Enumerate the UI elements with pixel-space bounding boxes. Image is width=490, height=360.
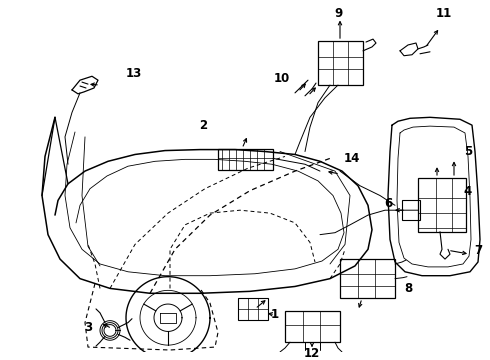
Text: 4: 4: [464, 185, 472, 198]
Text: 3: 3: [84, 321, 92, 334]
Text: 7: 7: [474, 244, 482, 257]
Text: 9: 9: [334, 7, 342, 20]
Bar: [402, 201, 420, 220]
Text: 14: 14: [344, 152, 360, 165]
Bar: [340, 259, 395, 298]
Text: 5: 5: [464, 145, 472, 158]
Bar: [218, 149, 273, 170]
Text: 1: 1: [271, 308, 279, 321]
Bar: [418, 178, 466, 232]
Text: 12: 12: [304, 347, 320, 360]
Text: 11: 11: [436, 7, 452, 20]
Bar: [318, 41, 363, 85]
Bar: [285, 311, 340, 342]
Bar: [238, 298, 268, 320]
Text: 13: 13: [126, 67, 142, 80]
Text: 10: 10: [274, 72, 290, 85]
Text: 6: 6: [384, 197, 392, 210]
Text: 2: 2: [199, 119, 207, 132]
Text: 8: 8: [404, 282, 412, 295]
